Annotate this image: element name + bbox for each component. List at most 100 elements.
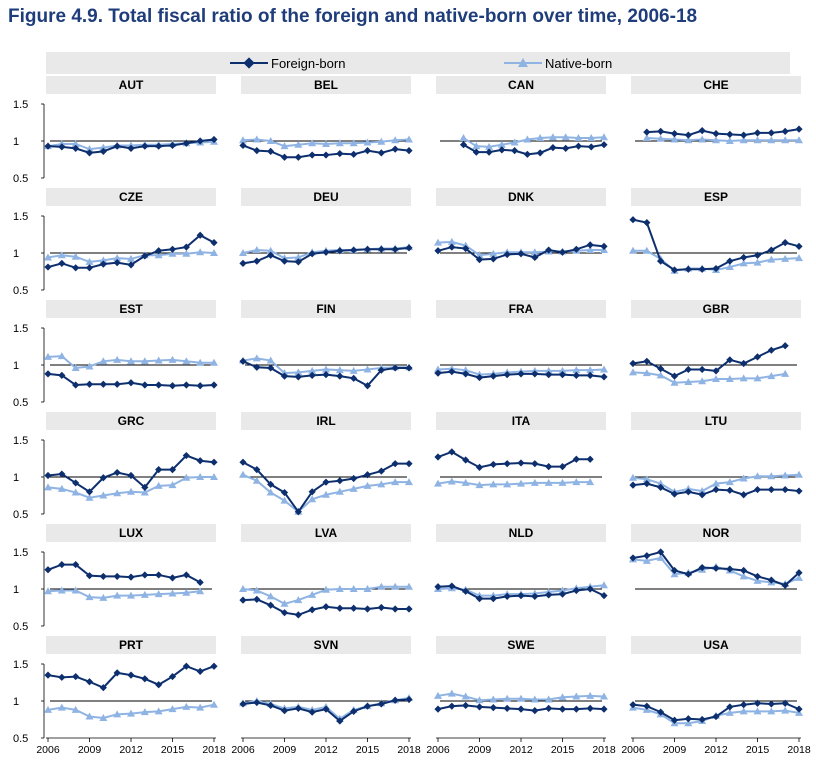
foreign-point [168,672,177,681]
foreign-point [462,701,470,710]
panel-title: CZE [119,190,143,204]
foreign-point [113,468,121,477]
y-tick-label: 0.5 [13,621,28,633]
y-tick-label: 0.5 [13,173,28,185]
foreign-point [489,460,497,469]
panel-title: FIN [316,302,335,316]
native-point [113,254,122,262]
x-tick-label: 2012 [704,744,728,756]
native-point [335,139,344,147]
foreign-point [182,571,190,579]
foreign-point [462,456,470,464]
foreign-point [155,381,163,389]
native-point [739,259,748,267]
x-tick-label: 2006 [426,744,450,756]
foreign-point [574,142,583,150]
foreign-point [391,364,399,372]
native-point [252,135,261,143]
foreign-point [684,131,692,139]
foreign-point [712,712,720,721]
foreign-point [308,250,316,258]
foreign-point [141,381,149,389]
native-point [485,142,494,150]
native-point [698,487,707,495]
foreign-point [405,147,413,155]
native-point [503,480,512,488]
native-point [405,582,413,590]
foreign-point [558,371,567,379]
foreign-point [336,247,344,255]
foreign-point [726,703,734,711]
foreign-point [182,451,190,460]
panel-ita: ITA [434,412,606,489]
foreign-point [517,370,525,378]
foreign-point [155,142,163,150]
native-point [523,135,532,143]
foreign-point [391,245,399,253]
native-point [434,691,442,699]
native-point [294,368,303,376]
foreign-point [545,463,553,471]
native-point [210,700,218,708]
native-point [461,478,470,486]
native-point [391,478,400,486]
foreign-point [726,257,734,265]
foreign-point [517,705,525,713]
foreign-point [684,715,692,723]
native-point [349,484,358,492]
foreign-point [182,381,190,389]
panel-header [436,524,606,542]
y-tick-label: 1 [13,472,19,484]
native-point [196,703,205,711]
native-point [71,363,80,371]
legend-item-foreign: Foreign-born [230,52,345,74]
foreign-point [795,569,803,577]
native-point [530,478,539,486]
native-point [753,472,762,480]
panel-title: CAN [508,78,534,92]
foreign-point [643,219,651,227]
native-point [113,591,122,599]
foreign-point [405,605,413,613]
native-point [154,590,163,598]
native-point [335,585,344,592]
panel-svn: SVN 2006 2009 2012 2015 2018 [231,636,421,756]
foreign-point [503,460,511,468]
foreign-point [517,592,525,600]
native-point [99,593,108,601]
foreign-point [363,471,372,479]
panel-bel: BEL [239,76,413,161]
foreign-point [503,371,511,379]
x-tick-label: 2018 [787,744,811,756]
native-point [753,258,762,266]
native-point [489,480,498,488]
native-point [140,708,149,716]
foreign-point [72,560,80,569]
foreign-point [462,244,470,253]
foreign-point [127,261,135,269]
foreign-point [698,563,706,572]
foreign-point [712,130,720,138]
foreign-point [643,552,651,560]
y-tick-label: 1 [13,584,19,596]
foreign-point [600,705,608,713]
foreign-point [434,583,442,591]
foreign-point [712,485,720,494]
legend: Foreign-born Native-born [46,52,790,74]
foreign-point [196,578,204,586]
foreign-point [58,673,66,681]
foreign-point [545,591,553,599]
native-point [461,366,470,374]
native-point [322,490,330,498]
foreign-point [767,346,775,354]
foreign-point [280,372,289,380]
native-point [252,246,261,254]
foreign-point [670,490,679,498]
foreign-point [58,371,66,379]
foreign-point [726,356,734,364]
panel-title: NOR [703,526,730,540]
native-point [127,487,135,495]
foreign-point [308,151,316,159]
x-tick-label: 2015 [746,744,770,756]
